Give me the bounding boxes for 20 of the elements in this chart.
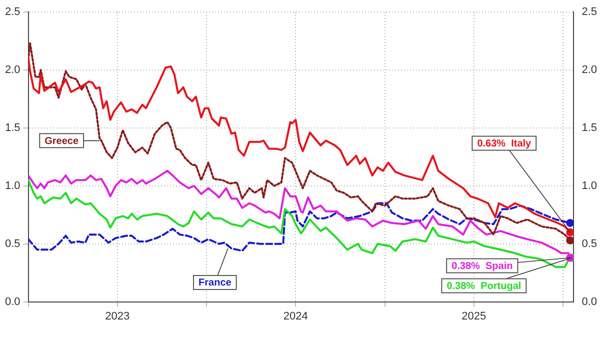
- y2-tick-label: 1.0: [582, 180, 598, 192]
- y2-tick-label: 2.0: [582, 64, 598, 76]
- x-tick-label: 2025: [462, 310, 486, 322]
- y-tick-label: 0.0: [4, 296, 20, 308]
- y2-tick-label: 1.5: [582, 122, 598, 134]
- y-tick-label: 1.5: [4, 122, 20, 134]
- annotation: Greece: [44, 136, 79, 147]
- y2-tick-label: 0.5: [582, 238, 598, 250]
- annotation: France: [198, 278, 232, 289]
- y-tick-label: 1.0: [4, 180, 20, 192]
- y2-tick-label: 2.5: [582, 6, 598, 18]
- y-tick-label: 2.5: [4, 6, 20, 18]
- y2-tick-label: 0.0: [582, 296, 598, 308]
- annotation: 0.63% Italy: [477, 138, 532, 150]
- annotation: 0.38% Spain: [452, 261, 513, 272]
- annotation: 0.38% Portugal: [446, 281, 522, 292]
- x-tick-label: 2023: [105, 310, 130, 322]
- y-tick-label: 2.0: [4, 64, 20, 76]
- x-tick-label: 2024: [283, 310, 308, 322]
- y-tick-label: 0.5: [4, 238, 20, 250]
